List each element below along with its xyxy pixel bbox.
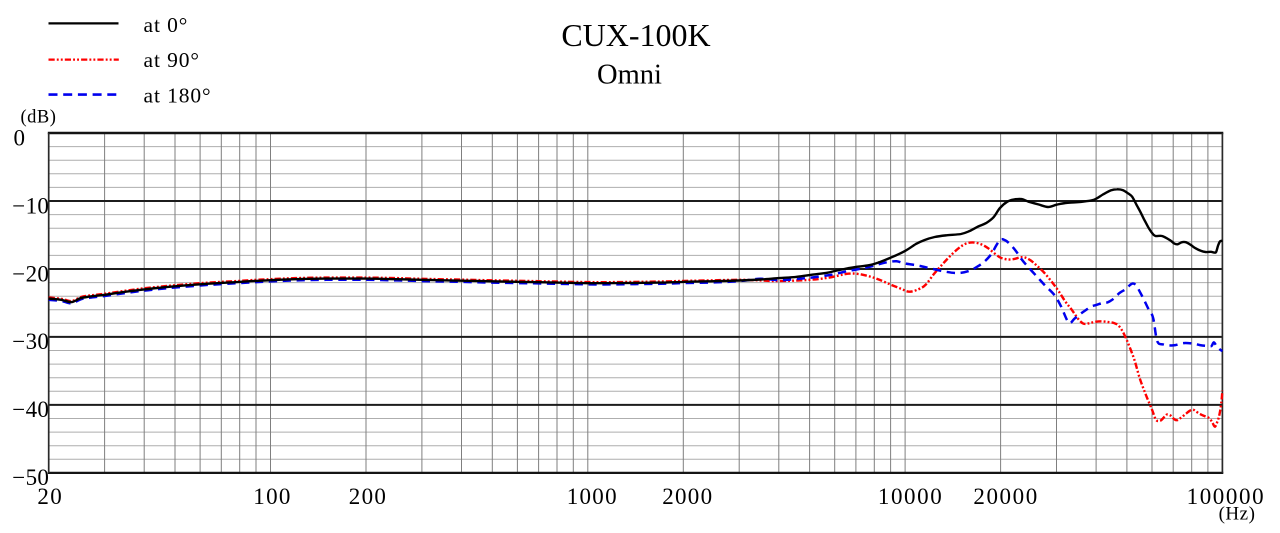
svg-text:20000: 20000	[973, 484, 1039, 509]
svg-text:−40: −40	[12, 397, 49, 422]
svg-text:1000: 1000	[567, 484, 618, 509]
svg-text:0: 0	[14, 125, 26, 150]
svg-text:(dB): (dB)	[21, 107, 57, 127]
svg-text:Omni: Omni	[597, 59, 662, 90]
svg-text:−20: −20	[12, 261, 49, 286]
svg-text:200: 200	[349, 484, 387, 509]
svg-text:100: 100	[253, 484, 291, 509]
svg-text:CUX-100K: CUX-100K	[561, 17, 710, 53]
svg-text:20: 20	[37, 484, 63, 509]
svg-text:−10: −10	[12, 193, 49, 218]
svg-text:(Hz): (Hz)	[1219, 503, 1256, 524]
svg-text:100000: 100000	[1187, 484, 1266, 509]
svg-text:at 180°: at 180°	[144, 84, 212, 108]
svg-text:−30: −30	[12, 329, 49, 354]
svg-text:at 90°: at 90°	[144, 48, 200, 72]
svg-text:2000: 2000	[662, 484, 713, 509]
svg-text:−50: −50	[12, 465, 49, 490]
svg-text:at 0°: at 0°	[144, 13, 189, 37]
svg-text:10000: 10000	[878, 484, 944, 509]
